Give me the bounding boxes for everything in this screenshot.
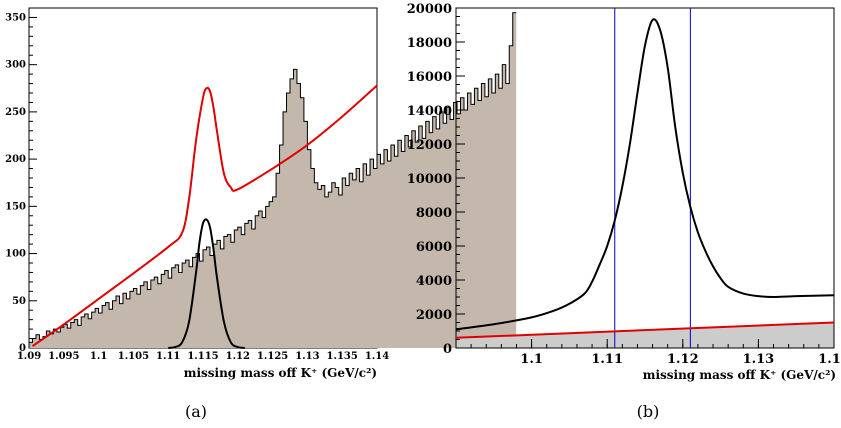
panel-a-y-tick-label: 100 [5,249,26,260]
panel-b-axes: 1.1 1.11 1.12 1.13 1.14 0 2000 4000 6000 8000 1000… [407,2,841,367]
panel-a-x-tick-label: 1.14 [365,351,389,362]
panel-a-y-tick-label: 150 [5,201,26,212]
panel-b-y-tick-label: 16000 [407,70,452,85]
panel-b-x-tick-label: 1.13 [743,352,775,367]
panel-a-x-tick-label: 1.115 [187,351,218,362]
panel-a-chart: 1.09 1.095 1.1 1.105 1.11 1.115 1.12 1.125 1.13 1… [5,7,517,380]
panel-a-y-tick-label: 0 [19,343,26,354]
panel-b-chart: 1.1 1.11 1.12 1.13 1.14 0 2000 4000 6000 8000 1000… [407,2,841,382]
panel-a-x-tick-label: 1.125 [257,351,288,362]
panel-b-y-tick-label: 14000 [407,104,452,119]
panel-a-x-tick-label: 1.105 [118,351,149,362]
panel-a-signal-curve [168,218,245,349]
panel-b-y-tick-label: 6000 [416,240,452,255]
panel-b-y-tick-label: 4000 [416,274,452,289]
panel-a-x-tick-label: 1.11 [156,351,180,362]
panel-b-background-curve [455,321,835,339]
panel-b-y-tick-label: 2000 [416,308,452,323]
panel-a-x-tick-label: 1.135 [327,351,358,362]
panel-b-y-tick-label: 8000 [416,206,452,221]
panel-a-y-tick-label: 250 [5,107,26,118]
panel-b-window-lines [614,8,691,348]
panel-b-x-tick-label: 1.11 [591,352,623,367]
panel-a-x-tick-label: 1.13 [295,351,319,362]
panel-a-y-tick-label: 200 [5,154,26,165]
panel-b-x-axis-label: missing mass off K⁺ (GeV/c²) [643,368,836,382]
panel-a-y-tick-label: 350 [5,12,26,23]
panel-b-y-tick-label: 0 [443,342,452,357]
panel-a-x-tick-label: 1.12 [226,351,250,362]
panel-b-background-fill [456,322,834,348]
panel-b-x-tick-label: 1.1 [520,352,543,367]
panel-a-fit-curve [31,84,378,347]
panel-a-histogram [28,12,517,348]
panel-a-x-tick-label: 1.095 [48,351,79,362]
panel-b-data-curve [455,18,835,331]
panel-b-y-tick-label: 12000 [407,138,452,153]
panel-a-caption: (a) [185,402,207,421]
panel-a-y-tick-label: 300 [5,60,26,71]
panel-b-x-tick-label: 1.12 [667,352,699,367]
panel-a-x-tick-label: 1.09 [17,351,41,362]
panel-b-y-tick-label: 20000 [407,2,452,17]
panel-a-y-tick-label: 50 [12,296,26,307]
panel-a-histogram-fill [29,12,517,348]
panel-b-y-tick-label: 18000 [407,36,452,51]
panel-b-y-tick-label: 10000 [407,172,452,187]
panel-a-x-axis-label: missing mass off K⁺ (GeV/c²) [184,366,377,380]
panel-b-x-tick-label: 1.14 [818,352,841,367]
panel-b-caption: (b) [637,402,660,421]
panel-a-x-tick-label: 1.1 [90,351,107,362]
